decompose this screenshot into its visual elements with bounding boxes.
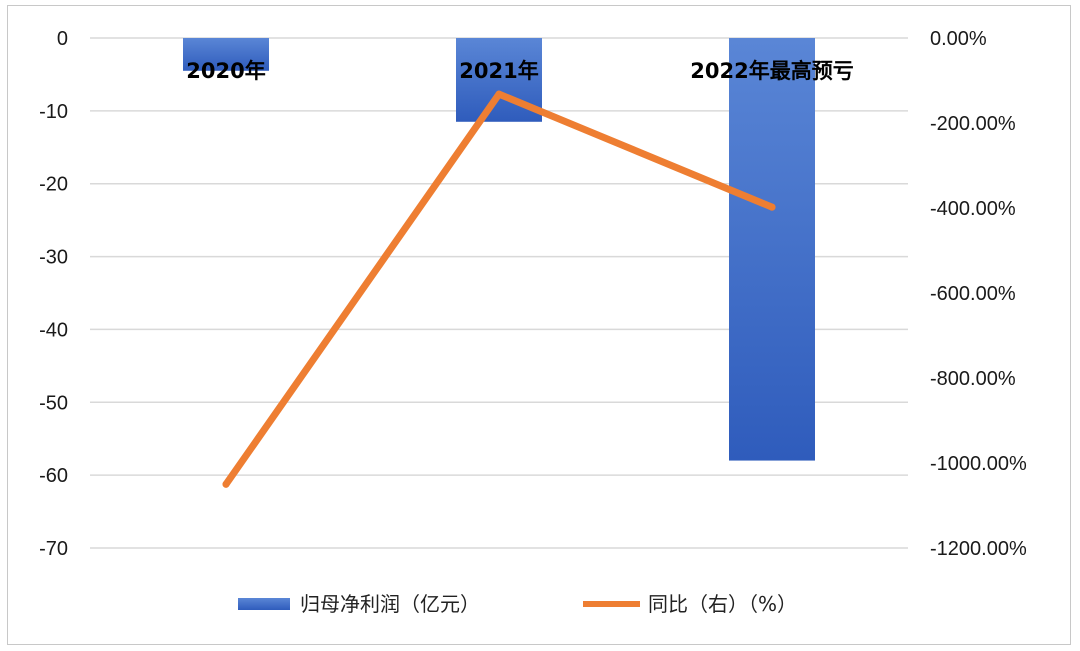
right-tick-label: -200.00%	[930, 113, 1016, 135]
category-label: 2020年	[186, 59, 265, 83]
bar	[729, 38, 815, 461]
left-tick-label: -10	[39, 101, 68, 123]
bar-series	[183, 38, 815, 461]
left-tick-label: -40	[39, 319, 68, 341]
left-tick-label: -20	[39, 174, 68, 196]
category-label: 2021年	[459, 59, 538, 83]
right-tick-label: 0.00%	[930, 28, 987, 50]
line-series	[222, 90, 776, 488]
right-axis-ticks: 0.00% -200.00% -400.00% -600.00% -800.00% -10…	[930, 28, 1027, 560]
legend-bar-label: 归母净利润（亿元）	[300, 592, 480, 616]
yoy-line	[222, 90, 776, 488]
left-tick-label: -30	[39, 247, 68, 269]
right-tick-label: -800.00%	[930, 368, 1016, 390]
left-axis-ticks: 0 -10 -20 -30 -40 -50 -60 -70	[39, 28, 68, 560]
legend-line-label: 同比（右）（%）	[648, 592, 797, 616]
bar	[183, 38, 269, 71]
line-point	[495, 90, 503, 98]
left-tick-label: 0	[57, 28, 68, 50]
left-tick-label: -70	[39, 538, 68, 560]
right-tick-label: -1000.00%	[930, 453, 1027, 475]
line-point	[768, 203, 776, 211]
right-tick-label: -600.00%	[930, 283, 1016, 305]
legend: 归母净利润（亿元） 同比（右）（%）	[238, 592, 797, 616]
legend-bar-swatch	[238, 598, 290, 610]
right-tick-label: -400.00%	[930, 198, 1016, 220]
category-labels: 2020年 2021年 2022年最高预亏	[186, 59, 853, 83]
category-label: 2022年最高预亏	[690, 59, 853, 83]
right-tick-label: -1200.00%	[930, 538, 1027, 560]
left-tick-label: -60	[39, 465, 68, 487]
line-point	[222, 480, 230, 488]
left-tick-label: -50	[39, 392, 68, 414]
